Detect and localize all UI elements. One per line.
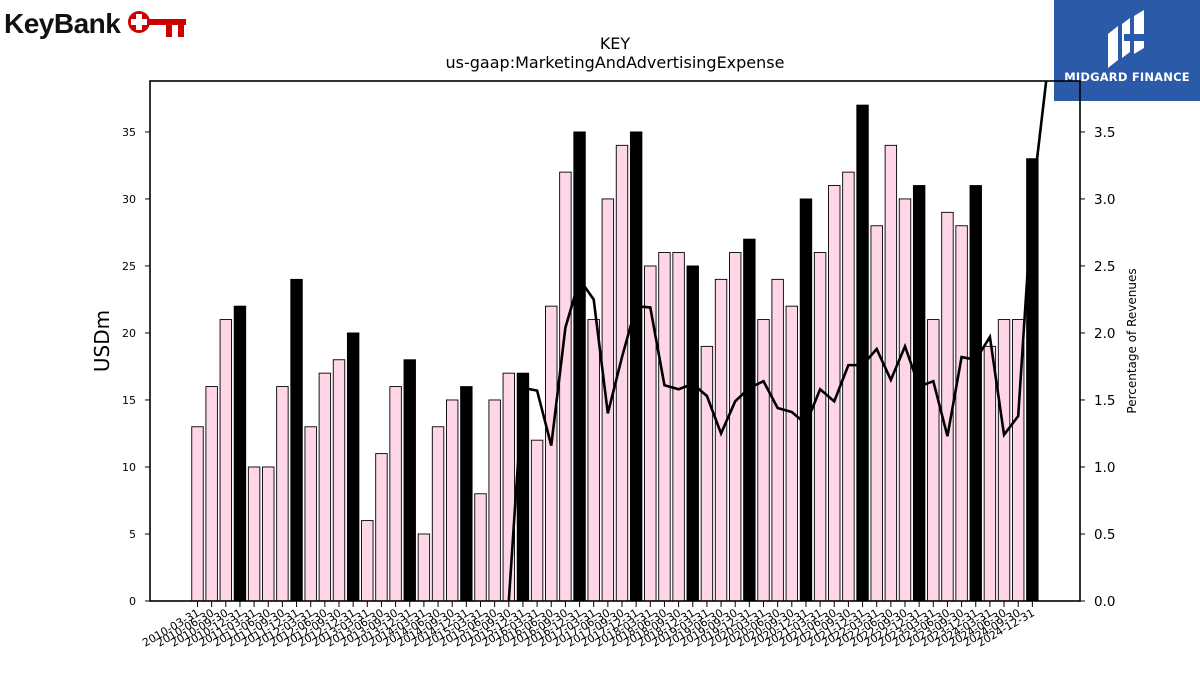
right-axis-ticks: 0.0 0.5 1.0 1.5 2.0 2.5 3.0 3.5 [1080, 125, 1115, 610]
bar-2013-12-31 [403, 359, 416, 602]
bar-2011-09-30 [276, 386, 289, 602]
bar-2012-03-31 [304, 426, 317, 602]
bar-2019-06-30 [714, 278, 728, 602]
bar-2013-09-30 [389, 386, 402, 602]
y2-tick-label: 1.5 [1094, 393, 1115, 409]
midgard-logo-icon [1108, 10, 1144, 68]
bar-2011-03-31 [247, 466, 261, 602]
plot-frame [149, 80, 1081, 602]
bar-2021-09-30 [842, 171, 855, 602]
bar-2012-12-31 [346, 332, 360, 602]
bar-2015-06-30 [488, 399, 501, 602]
y-tick-label: 15 [122, 394, 136, 407]
bar-2016-12-31 [573, 131, 586, 602]
y-tick-label: 0 [129, 595, 136, 608]
bar-2017-12-31 [629, 131, 643, 602]
y-tick-label: 5 [129, 528, 136, 541]
bar-2020-12-31 [799, 198, 813, 602]
bar-2015-09-30 [502, 372, 515, 602]
bar-2010-09-30 [219, 319, 233, 602]
bar-2018-12-31 [686, 265, 699, 602]
y2-tick-label: 2.5 [1094, 259, 1115, 275]
bar-2023-09-30 [955, 225, 968, 602]
bar-2011-12-31 [290, 278, 303, 602]
y2-tick-label: 2.0 [1094, 326, 1115, 342]
midgard-finance-logo: MIDGARD FINANCE [1054, 0, 1200, 101]
bar-2019-03-31 [700, 345, 714, 602]
bar-2020-09-30 [785, 305, 798, 602]
left-axis-ticks: 0 5 10 15 20 25 30 35 [122, 126, 150, 608]
bar-2022-12-31 [912, 185, 926, 602]
key-icon [128, 11, 187, 37]
bar-2019-12-31 [743, 238, 756, 602]
bar-2016-03-31 [530, 439, 544, 602]
bars-group [191, 104, 1039, 602]
y2-tick-label: 0.5 [1094, 527, 1115, 543]
bar-2016-06-30 [545, 305, 558, 602]
axes-group [149, 80, 1081, 602]
bar-2010-03-31 [191, 426, 204, 602]
bar-2010-06-30 [205, 386, 218, 602]
bar-2016-09-30 [559, 171, 572, 602]
bar-2024-06-30 [997, 319, 1011, 602]
y2-axis-label: Percentage of Revenues [1125, 268, 1139, 413]
bar-2013-06-30 [375, 453, 388, 602]
bar-2012-09-30 [332, 359, 346, 602]
bar-2018-03-31 [644, 265, 657, 602]
keybank-logo: KeyBank [4, 4, 188, 44]
bar-2011-06-30 [262, 466, 275, 602]
bar-2014-12-31 [460, 386, 473, 602]
y-axis-label: USDm [90, 310, 114, 372]
brand-name: KeyBank [4, 8, 121, 39]
bar-2024-03-31 [983, 345, 997, 602]
y2-tick-label: 1.0 [1094, 460, 1115, 476]
y2-tick-label: 0.0 [1094, 594, 1115, 610]
x-axis-ticks: 2010-03-312010-06-302010-09-302010-12-31… [140, 601, 1037, 650]
bar-2024-12-31 [1026, 158, 1039, 602]
midgard-brand-name: MIDGARD FINANCE [1064, 70, 1190, 84]
bar-2012-06-30 [318, 372, 332, 602]
bar-2019-09-30 [729, 252, 742, 602]
revenue-percent-line [507, 81, 1048, 601]
bar-2013-03-31 [361, 520, 374, 602]
revenue-percent-line-group [507, 81, 1048, 601]
y2-tick-label: 3.0 [1094, 192, 1115, 208]
bar-2021-03-31 [813, 252, 827, 602]
bar-2023-12-31 [969, 185, 982, 602]
y-tick-label: 35 [122, 126, 136, 139]
y2-tick-label: 3.5 [1094, 125, 1115, 141]
chart-title: KEY [600, 34, 631, 53]
y-tick-label: 10 [122, 461, 136, 474]
y-tick-label: 20 [122, 327, 136, 340]
bar-2020-06-30 [771, 278, 784, 602]
bar-2020-03-31 [757, 319, 770, 602]
bar-2022-09-30 [898, 198, 912, 602]
bar-2014-03-31 [417, 533, 431, 602]
chart-subtitle: us-gaap:MarketingAndAdvertisingExpense [446, 53, 785, 72]
bar-2018-06-30 [658, 252, 671, 602]
bar-2018-09-30 [672, 252, 685, 602]
bar-2017-03-31 [587, 319, 600, 602]
bar-2023-03-31 [927, 319, 940, 602]
bar-2021-12-31 [856, 104, 869, 602]
y-tick-label: 25 [122, 260, 136, 273]
bar-2014-09-30 [446, 399, 459, 602]
bar-2015-03-31 [474, 493, 487, 602]
bar-2010-12-31 [233, 305, 247, 602]
bar-2022-03-31 [870, 225, 883, 602]
bar-2014-06-30 [431, 426, 445, 602]
y-tick-label: 30 [122, 193, 136, 206]
